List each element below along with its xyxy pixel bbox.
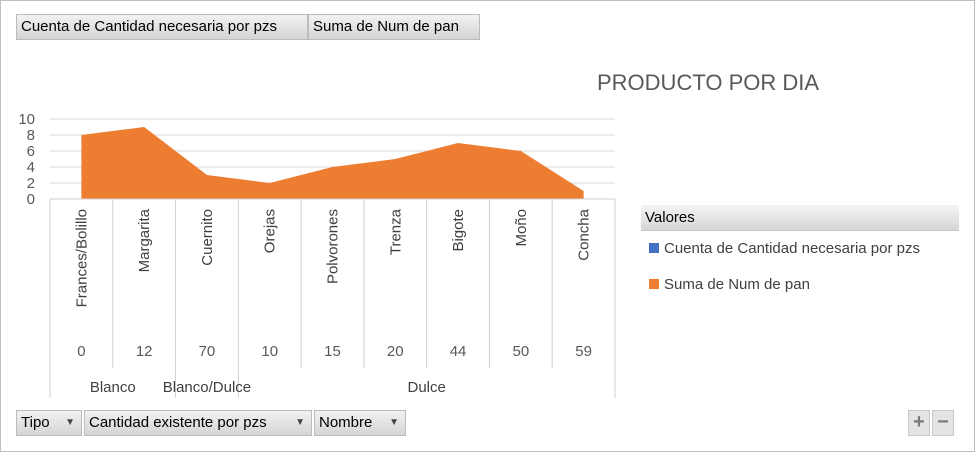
level2-label: 15 [324, 343, 341, 360]
level2-label: 59 [575, 343, 592, 360]
area-series [81, 127, 584, 199]
cantidad-field-label: Cantidad existente por pzs [89, 414, 267, 431]
y-tick-label: 10 [18, 111, 35, 128]
level2-label: 12 [136, 343, 153, 360]
tipo-field-button[interactable]: Tipo ▼ [16, 410, 82, 436]
y-tick-label: 8 [27, 127, 35, 144]
category-label: Margarita [136, 208, 153, 272]
level2-label: 0 [77, 343, 85, 360]
chevron-down-icon[interactable]: ▼ [295, 417, 305, 428]
category-label: Trenza [387, 208, 404, 255]
level2-label: 70 [199, 343, 216, 360]
y-tick-label: 6 [27, 143, 35, 160]
category-label: Cuernito [199, 209, 216, 266]
nombre-field-button[interactable]: Nombre ▼ [314, 410, 406, 436]
legend-header: Valores [641, 205, 959, 231]
expand-button[interactable]: + [908, 410, 930, 436]
group-label: Blanco/Dulce [163, 379, 251, 396]
legend-item-count: Cuenta de Cantidad necesaria por pzs [649, 240, 920, 257]
collapse-button[interactable]: − [932, 410, 954, 436]
legend-item-sum: Suma de Num de pan [649, 276, 810, 293]
category-label: Bigote [450, 209, 467, 252]
legend-label-count: Cuenta de Cantidad necesaria por pzs [664, 240, 920, 257]
count-field-button[interactable]: Cuenta de Cantidad necesaria por pzs [16, 14, 308, 40]
y-tick-label: 0 [27, 191, 35, 208]
y-tick-label: 2 [27, 175, 35, 192]
category-label: Moño [513, 209, 530, 247]
category-label: Orejas [262, 209, 279, 253]
tipo-field-label: Tipo [21, 414, 50, 431]
y-tick-label: 4 [27, 159, 35, 176]
group-label: Dulce [407, 379, 445, 396]
nombre-field-label: Nombre [319, 414, 373, 431]
chart-title: PRODUCTO POR DIA [597, 70, 820, 95]
legend-swatch-count [649, 243, 659, 253]
level2-label: 20 [387, 343, 404, 360]
cantidad-field-button[interactable]: Cantidad existente por pzs ▼ [84, 410, 312, 436]
level2-label: 10 [261, 343, 278, 360]
level2-label: 44 [450, 343, 467, 360]
legend-swatch-sum [649, 279, 659, 289]
group-label: Blanco [90, 379, 136, 396]
level2-label: 50 [512, 343, 529, 360]
category-label: Concha [576, 208, 593, 260]
category-label: Polvorones [325, 209, 342, 284]
category-label: Frances/Bolillo [73, 209, 90, 307]
chevron-down-icon[interactable]: ▼ [65, 417, 75, 428]
legend-label-sum: Suma de Num de pan [664, 276, 810, 293]
chevron-down-icon[interactable]: ▼ [389, 417, 399, 428]
sum-field-button[interactable]: Suma de Num de pan [308, 14, 480, 40]
